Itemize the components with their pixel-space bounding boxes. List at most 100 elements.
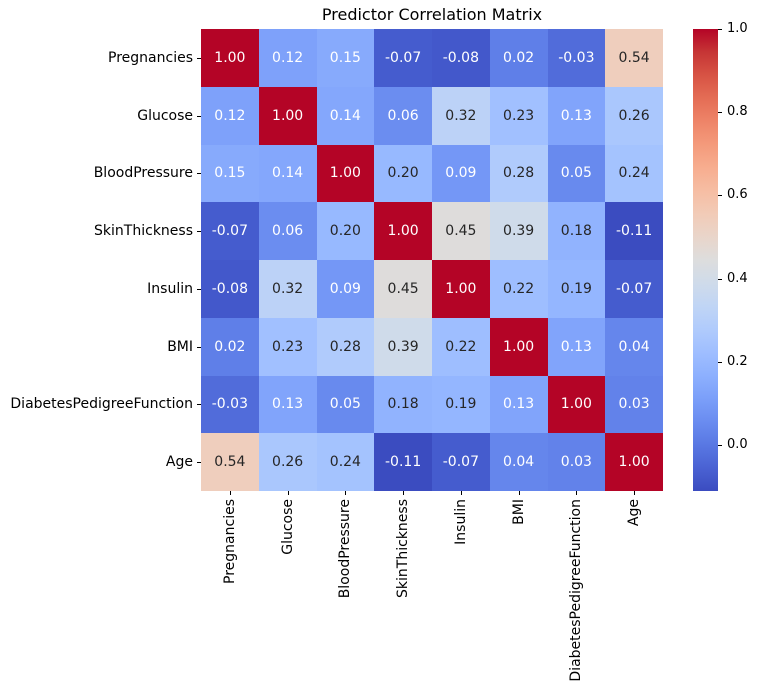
y-tick-mark	[197, 289, 201, 290]
heatmap-cell: 0.45	[432, 202, 490, 260]
heatmap-cell: -0.03	[201, 375, 259, 434]
y-tick-label: BMI	[167, 338, 193, 355]
x-tick-label: Pregnancies	[221, 499, 238, 584]
heatmap-cell: 0.20	[374, 144, 432, 203]
heatmap-cell: 0.14	[316, 86, 375, 145]
heatmap-cell: 0.13	[547, 317, 606, 376]
colorbar-tick-label: 0.0	[727, 437, 748, 453]
x-tick-label: Glucose	[279, 499, 296, 555]
x-tick-label: Insulin	[452, 499, 469, 545]
x-tick-mark	[230, 491, 231, 495]
heatmap-cell: 1.00	[489, 317, 548, 376]
heatmap-cell: -0.11	[374, 433, 432, 491]
heatmap-cell: 0.26	[258, 433, 317, 491]
x-tick-label: SkinThickness	[395, 499, 412, 598]
heatmap-cell: 0.04	[605, 317, 663, 376]
heatmap-cell: 0.39	[489, 202, 548, 260]
colorbar-tick-mark	[718, 29, 722, 30]
colorbar-tick-label: 0.2	[727, 353, 748, 369]
heatmap-cell: -0.08	[432, 29, 490, 87]
heatmap-cell: 0.28	[489, 144, 548, 203]
colorbar-tick-label: 0.4	[727, 270, 748, 286]
heatmap-cell: 0.54	[605, 29, 663, 87]
heatmap-cell: 0.23	[258, 317, 317, 376]
heatmap-cell: 0.03	[547, 433, 606, 491]
heatmap-cell: 0.24	[605, 144, 663, 203]
heatmap-cell: 0.12	[258, 29, 317, 87]
heatmap-cell: -0.03	[547, 29, 606, 87]
heatmap-cell: -0.07	[374, 29, 432, 87]
heatmap-cell: 1.00	[374, 202, 432, 260]
correlation-heatmap: 1.00 0.12 0.15 -0.07 -0.08 0.02 -0.03 0.54 0.12 1…	[201, 29, 663, 491]
heatmap-cell: -0.07	[201, 202, 259, 260]
heatmap-cell: -0.07	[432, 433, 490, 491]
y-tick-label: Age	[165, 454, 193, 471]
heatmap-cell: 0.09	[316, 260, 375, 318]
x-tick-mark	[461, 491, 462, 495]
y-tick-label: SkinThickness	[94, 223, 193, 240]
heatmap-cell: 0.06	[374, 86, 432, 145]
heatmap-cell: 0.13	[258, 375, 317, 434]
heatmap-cell: 0.39	[374, 317, 432, 376]
heatmap-cell: 0.19	[432, 375, 490, 434]
heatmap-cell: -0.07	[605, 260, 663, 318]
colorbar-tick-mark	[718, 279, 722, 280]
y-tick-mark	[197, 462, 201, 463]
chart-title: Predictor Correlation Matrix	[321, 5, 543, 24]
x-tick-mark	[576, 491, 577, 495]
heatmap-cell: -0.11	[605, 202, 663, 260]
x-tick-label: Age	[626, 499, 643, 527]
heatmap-cell: 1.00	[316, 144, 375, 203]
colorbar	[693, 29, 718, 491]
heatmap-cell: 0.12	[201, 86, 259, 145]
y-tick-mark	[197, 231, 201, 232]
colorbar-tick-mark	[718, 195, 722, 196]
heatmap-cell: 0.45	[374, 260, 432, 318]
y-tick-mark	[197, 404, 201, 405]
heatmap-cell: 0.09	[432, 144, 490, 203]
colorbar-tick-mark	[718, 112, 722, 113]
heatmap-cell: 0.19	[547, 260, 606, 318]
y-tick-label: BloodPressure	[93, 165, 193, 182]
heatmap-cell: 0.13	[489, 375, 548, 434]
heatmap-cell: 1.00	[258, 86, 317, 145]
heatmap-cell: 0.05	[547, 144, 606, 203]
heatmap-cell: -0.08	[201, 260, 259, 318]
heatmap-cell: 0.54	[201, 433, 259, 491]
colorbar-tick-label: 1.0	[727, 21, 748, 36]
heatmap-cell: 1.00	[201, 29, 259, 87]
y-tick-label: DiabetesPedigreeFunction	[10, 396, 193, 413]
y-tick-mark	[197, 173, 201, 174]
heatmap-cell: 0.03	[605, 375, 663, 434]
heatmap-cell: 0.15	[316, 29, 375, 87]
x-tick-label: BloodPressure	[337, 499, 354, 599]
heatmap-cell: 1.00	[432, 260, 490, 318]
heatmap-cell: 0.05	[316, 375, 375, 434]
heatmap-cell: 0.18	[547, 202, 606, 260]
heatmap-cell: 0.26	[605, 86, 663, 145]
x-tick-label: DiabetesPedigreeFunction	[568, 499, 585, 682]
heatmap-cell: 0.20	[316, 202, 375, 260]
colorbar-tick-mark	[718, 362, 722, 363]
heatmap-cell: 0.22	[432, 317, 490, 376]
x-tick-mark	[634, 491, 635, 495]
x-tick-mark	[519, 491, 520, 495]
heatmap-cell: 0.32	[432, 86, 490, 145]
heatmap-cell: 0.13	[547, 86, 606, 145]
heatmap-cell: 0.06	[258, 202, 317, 260]
y-tick-mark	[197, 58, 201, 59]
y-tick-mark	[197, 347, 201, 348]
x-tick-label: BMI	[510, 499, 527, 525]
heatmap-cell: 1.00	[547, 375, 606, 434]
heatmap-cell: 0.14	[258, 144, 317, 203]
heatmap-cell: 0.18	[374, 375, 432, 434]
heatmap-cell: 0.02	[489, 29, 548, 87]
y-tick-label: Insulin	[147, 280, 193, 297]
heatmap-cell: 0.02	[201, 317, 259, 376]
y-tick-label: Pregnancies	[108, 49, 193, 66]
heatmap-cell: 1.00	[605, 433, 663, 491]
x-tick-mark	[288, 491, 289, 495]
heatmap-cell: 0.15	[201, 144, 259, 203]
colorbar-tick-label: 0.6	[727, 187, 748, 203]
